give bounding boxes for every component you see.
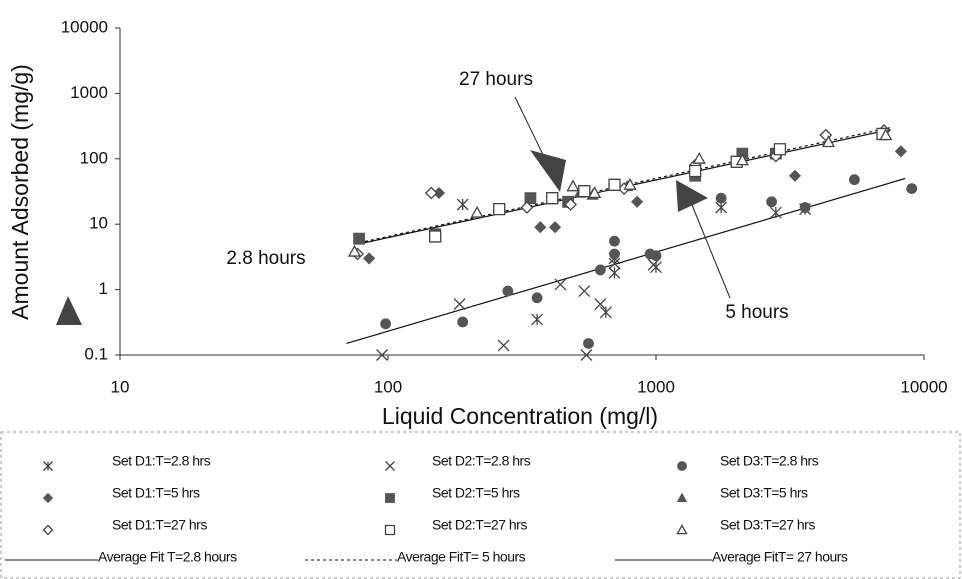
data-point — [347, 244, 362, 257]
annotation-arrow — [691, 204, 731, 299]
data-point — [534, 221, 547, 234]
data-point — [548, 221, 562, 234]
legend-box — [0, 431, 961, 579]
data-point — [363, 252, 376, 265]
data-point — [578, 285, 591, 298]
data-point — [353, 232, 365, 245]
annotation: 27 hours — [459, 69, 533, 90]
data-point — [735, 153, 749, 166]
x-tick-label: 10000 — [900, 377, 947, 396]
data-point — [531, 313, 544, 326]
legend-label: Set D3:T=2.8 hrs — [720, 453, 819, 469]
data-point — [769, 206, 782, 219]
legend-label: Set D2:T=5 hrs — [432, 485, 520, 501]
data-point — [689, 164, 702, 178]
data-point — [608, 257, 621, 270]
legend-marker — [42, 492, 54, 504]
data-point — [608, 266, 621, 279]
legend-label: Set D1:T=2.8 hrs — [112, 453, 211, 469]
data-point — [456, 198, 469, 211]
data-point — [424, 186, 438, 200]
legend-label: Set D3:T=27 hrs — [720, 517, 815, 533]
data-point — [493, 202, 506, 216]
data-point — [497, 339, 510, 352]
data-point — [520, 201, 534, 214]
legend-marker — [385, 493, 395, 503]
data-point — [554, 278, 567, 291]
legend-label: Set D3:T=5 hrs — [720, 485, 808, 501]
data-point — [429, 230, 442, 243]
legend-label: Average FitT= 27 hours — [712, 549, 848, 565]
data-point — [564, 198, 577, 211]
fit-line — [346, 177, 906, 345]
y-tick-label: 0.1 — [84, 344, 108, 363]
data-point — [566, 179, 580, 192]
data-point — [766, 196, 778, 208]
legend-label: Average FitT= 5 hours — [397, 549, 526, 565]
y-tick-label: 100 — [80, 148, 108, 167]
data-point — [849, 174, 860, 185]
annotation: 2.8 hours — [226, 248, 305, 269]
data-point — [599, 306, 612, 319]
data-point — [587, 186, 602, 199]
x-tick-label: 1000 — [637, 377, 675, 396]
data-point — [609, 248, 620, 260]
data-point — [715, 201, 728, 214]
y-tick-label: 10 — [89, 214, 108, 233]
data-point — [906, 183, 918, 194]
y-tick-label: 10000 — [61, 17, 108, 36]
annotation-arrowhead — [56, 296, 82, 325]
data-point — [608, 178, 621, 191]
data-point — [821, 135, 836, 148]
y-axis-title: Amount Adsorbed (mg/g) — [7, 64, 33, 320]
legend-marker — [42, 524, 54, 536]
data-point — [773, 143, 787, 156]
data-point — [580, 349, 593, 361]
legend-marker — [43, 461, 53, 471]
legend-label: Average Fit T=2.8 hours — [98, 549, 237, 565]
data-point — [583, 338, 594, 349]
annotation-arrowhead — [530, 150, 566, 192]
data-point — [524, 192, 537, 205]
data-point — [647, 258, 660, 271]
data-point — [799, 202, 811, 213]
data-point — [631, 195, 644, 208]
legend-marker — [677, 461, 687, 471]
legend-marker — [384, 524, 396, 536]
data-point — [594, 264, 606, 276]
data-point — [692, 151, 706, 164]
legend-label: Set D1:T=27 hrs — [112, 517, 207, 533]
x-tick-label: 10 — [111, 377, 130, 396]
data-point — [546, 192, 559, 205]
data-point — [715, 192, 727, 204]
data-point — [376, 349, 388, 361]
data-point — [894, 145, 907, 158]
data-point — [788, 169, 802, 182]
data-point — [380, 318, 392, 330]
data-point — [578, 185, 591, 198]
data-point — [470, 205, 484, 218]
legend-label: Set D2:T=27 hrs — [432, 517, 527, 533]
data-point — [609, 235, 620, 247]
legend-marker — [385, 461, 395, 471]
y-tick-label: 1 — [99, 279, 108, 298]
legend-label: Set D2:T=2.8 hrs — [432, 453, 531, 469]
annotation-arrowhead — [676, 180, 708, 212]
data-point — [650, 250, 662, 262]
legend-label: Set D1:T=5 hrs — [112, 485, 200, 501]
x-axis-title: Liquid Concentration (mg/l) — [382, 403, 658, 429]
data-point — [623, 177, 637, 190]
legend-marker — [676, 524, 688, 535]
data-point — [531, 292, 543, 304]
x-tick-label: 100 — [374, 377, 402, 396]
data-point — [453, 298, 466, 311]
legend-marker — [676, 492, 688, 502]
annotation: 5 hours — [725, 302, 788, 323]
y-tick-label: 1000 — [70, 83, 108, 102]
data-point — [502, 285, 514, 297]
data-point — [594, 298, 607, 311]
data-point — [457, 316, 469, 328]
data-point — [879, 128, 893, 141]
